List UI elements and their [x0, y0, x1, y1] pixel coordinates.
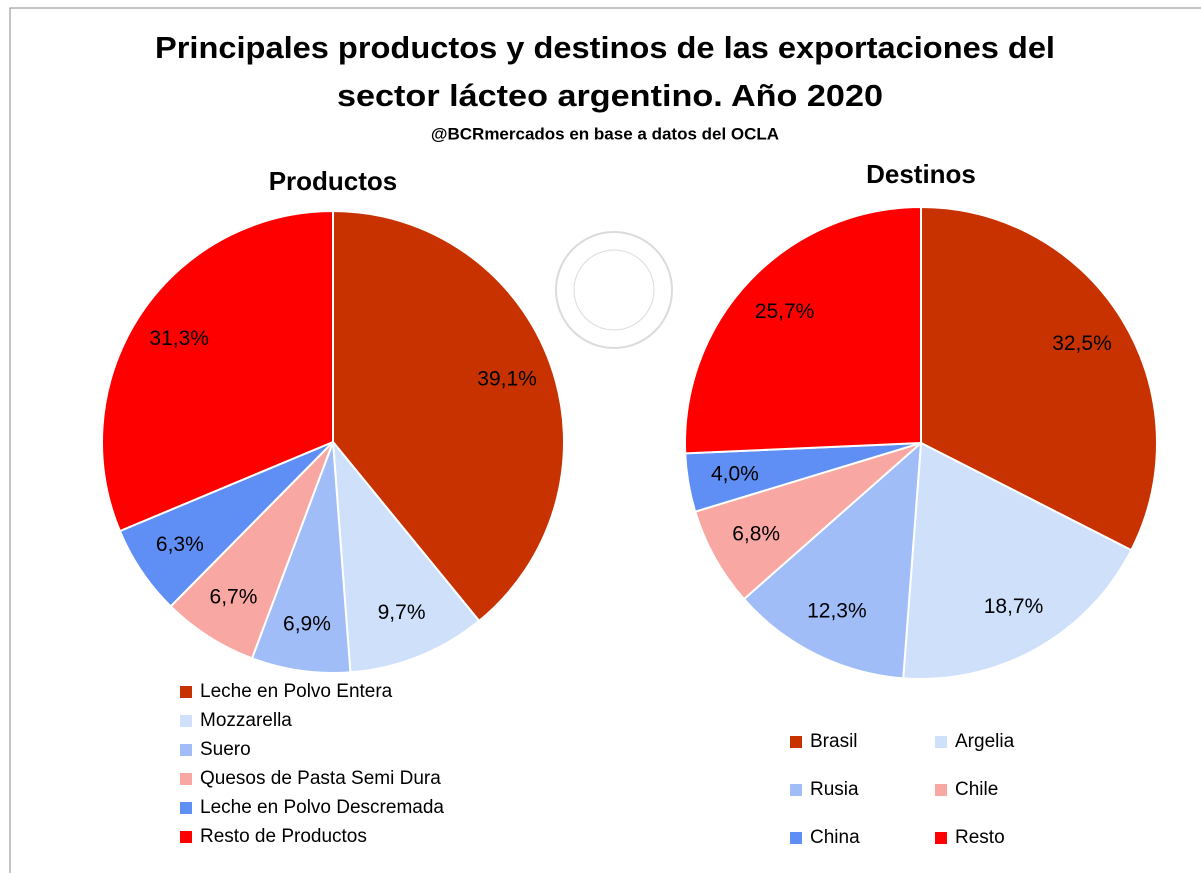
pie-slice: [684, 205, 922, 455]
pie-slice: [742, 440, 923, 680]
legend-swatch: [935, 784, 947, 796]
chart-subtitle: Destinos: [866, 159, 976, 189]
legend-label: Brasil: [810, 731, 858, 752]
pie-slice: [332, 209, 565, 623]
legend-swatch: [180, 802, 192, 814]
data-label: 6,3%: [156, 533, 204, 556]
data-label: 6,8%: [732, 523, 780, 546]
legend-label: Leche en Polvo Descremada: [200, 797, 444, 818]
data-label: 6,9%: [283, 613, 331, 636]
watermark: [555, 231, 673, 349]
legend-swatch: [180, 831, 192, 843]
data-label: 12,3%: [807, 600, 867, 623]
subtitle: @BCRmercados en base a datos del OCLA: [431, 124, 779, 143]
title-line: Principales productos y destinos de las …: [155, 30, 1055, 65]
legend-label: Suero: [200, 739, 251, 760]
legend-swatch: [180, 686, 192, 698]
pie-slice: [902, 441, 1133, 680]
legend-label: Argelia: [955, 731, 1015, 752]
legend-label: Resto de Productos: [200, 826, 367, 847]
data-label: 18,7%: [984, 595, 1044, 618]
data-label: 31,3%: [149, 327, 209, 350]
data-label: 6,7%: [210, 585, 258, 608]
pie-slice: [101, 209, 334, 533]
legend-label: Mozzarella: [200, 710, 292, 731]
legend-swatch: [935, 832, 947, 844]
title-line: sector lácteo argentino. Año 2020: [337, 78, 883, 113]
legend-label: Resto: [955, 827, 1005, 848]
pie-slice: [331, 438, 481, 674]
data-label: 9,7%: [378, 601, 426, 624]
data-label: 25,7%: [755, 300, 815, 323]
legend-label: Chile: [955, 779, 998, 800]
legend-label: Quesos de Pasta Semi Dura: [200, 768, 441, 789]
legend-swatch: [180, 773, 192, 785]
legend-swatch: [790, 784, 802, 796]
data-label: 4,0%: [711, 462, 759, 485]
pie-slice: [920, 205, 1158, 552]
legend-swatch: [935, 736, 947, 748]
data-label: 39,1%: [477, 367, 537, 390]
legend-swatch: [180, 715, 192, 727]
chart-subtitle: Productos: [269, 166, 398, 196]
legend-swatch: [790, 832, 802, 844]
legend-swatch: [790, 736, 802, 748]
legend-label: Rusia: [810, 779, 859, 800]
data-label: 32,5%: [1052, 332, 1112, 355]
legend-label: China: [810, 827, 860, 848]
legend-swatch: [180, 744, 192, 756]
legend-label: Leche en Polvo Entera: [200, 681, 393, 702]
